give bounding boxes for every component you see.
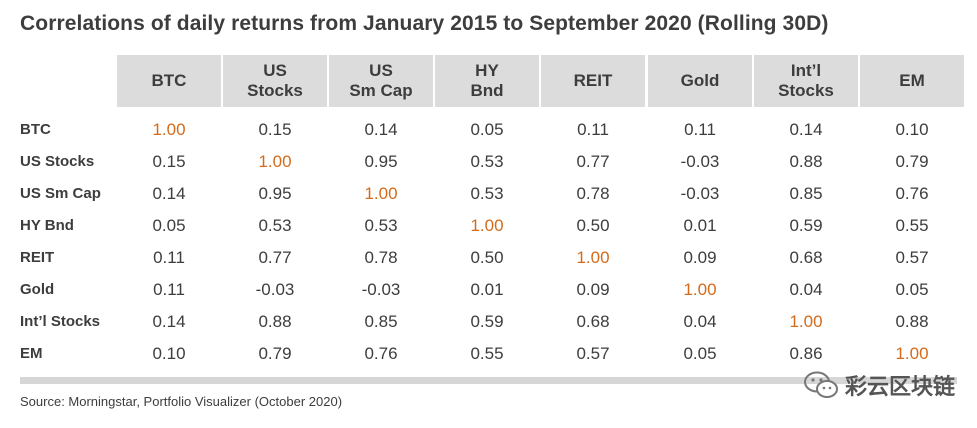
table-cell: 0.04 bbox=[789, 280, 823, 299]
table-cell: 0.53 bbox=[258, 216, 292, 235]
diagonal-cell: 1.00 bbox=[258, 152, 292, 171]
table-cell: 0.01 bbox=[683, 216, 717, 235]
column-header: REIT bbox=[541, 55, 645, 107]
table-cell: 0.57 bbox=[895, 248, 929, 267]
table-cell: 0.53 bbox=[470, 152, 504, 171]
table-cell: 0.10 bbox=[152, 344, 186, 363]
table-cell: 0.53 bbox=[470, 184, 504, 203]
table-cell: 0.05 bbox=[470, 120, 504, 139]
table-cell: 0.68 bbox=[789, 248, 823, 267]
chart-title: Correlations of daily returns from Janua… bbox=[20, 12, 829, 35]
table-cell: -0.03 bbox=[680, 152, 720, 171]
diagonal-cell: 1.00 bbox=[152, 120, 186, 139]
wechat-icon bbox=[803, 371, 838, 398]
table-row: Gold 0.11 -0.03 -0.03 0.01 0.09 1.00 0.04 0.05 bbox=[0, 274, 977, 306]
row-label: Gold bbox=[20, 281, 55, 298]
table-cell: 0.86 bbox=[789, 344, 823, 363]
table-cell: 0.85 bbox=[364, 312, 398, 331]
diagonal-cell: 1.00 bbox=[789, 312, 823, 331]
watermark-text: 彩云区块链 bbox=[844, 374, 955, 399]
diagonal-cell: 1.00 bbox=[895, 344, 929, 363]
table-cell: 0.14 bbox=[789, 120, 823, 139]
table-cell: 0.05 bbox=[895, 280, 929, 299]
table-cell: 0.05 bbox=[152, 216, 186, 235]
table-cell: 0.76 bbox=[364, 344, 398, 363]
table-cell: 0.88 bbox=[789, 152, 823, 171]
column-header: Int’l Stocks bbox=[754, 55, 858, 107]
table-cell: 0.95 bbox=[364, 152, 398, 171]
table-cell: 0.01 bbox=[470, 280, 504, 299]
table-cell: 0.57 bbox=[576, 344, 610, 363]
table-cell: -0.03 bbox=[680, 184, 720, 203]
diagonal-cell: 1.00 bbox=[364, 184, 398, 203]
table-cell: 0.09 bbox=[576, 280, 610, 299]
table-cell: 0.79 bbox=[895, 152, 929, 171]
row-label: US Stocks bbox=[20, 153, 95, 170]
column-header: Gold bbox=[648, 55, 752, 107]
table-cell: 0.55 bbox=[895, 216, 929, 235]
table-cell: -0.03 bbox=[255, 280, 295, 299]
row-label: HY Bnd bbox=[20, 217, 74, 234]
table-cell: 0.14 bbox=[152, 184, 186, 203]
column-header: HY Bnd bbox=[435, 55, 539, 107]
table-cell: 0.77 bbox=[576, 152, 610, 171]
table-cell: 0.11 bbox=[577, 120, 609, 139]
row-label: REIT bbox=[20, 249, 55, 266]
table-cell: 0.79 bbox=[258, 344, 292, 363]
table-row: EM 0.10 0.79 0.76 0.55 0.57 0.05 0.86 1.00 bbox=[0, 338, 977, 370]
column-header: US Stocks bbox=[223, 55, 327, 107]
column-header: EM bbox=[860, 55, 964, 107]
table-cell: -0.03 bbox=[361, 280, 401, 299]
table-row: US Sm Cap 0.14 0.95 1.00 0.53 0.78 -0.03 0.85 0.… bbox=[0, 178, 977, 210]
bottom-rule bbox=[20, 377, 957, 384]
table-cell: 0.15 bbox=[258, 120, 292, 139]
table-header: BTC US Stocks US Sm Cap HY Bnd REIT Gold Int’l… bbox=[0, 55, 977, 107]
table-cell: 0.78 bbox=[576, 184, 610, 203]
watermark: 彩云区块链 bbox=[803, 365, 955, 405]
column-header: BTC bbox=[117, 55, 221, 107]
table-cell: 0.04 bbox=[683, 312, 717, 331]
table-row: Int’l Stocks 0.14 0.88 0.85 0.59 0.68 0.04 1.00… bbox=[0, 306, 977, 338]
table-cell: 0.14 bbox=[364, 120, 398, 139]
diagonal-cell: 1.00 bbox=[576, 248, 610, 267]
row-label: US Sm Cap bbox=[20, 185, 101, 202]
table-cell: 0.14 bbox=[152, 312, 186, 331]
table-cell: 0.88 bbox=[258, 312, 292, 331]
table-cell: 0.55 bbox=[470, 344, 504, 363]
table-cell: 0.53 bbox=[364, 216, 398, 235]
table-cell: 0.59 bbox=[789, 216, 823, 235]
table-cell: 0.78 bbox=[364, 248, 398, 267]
table-row: BTC 1.00 0.15 0.14 0.05 0.11 0.11 0.14 0.10 bbox=[0, 114, 977, 146]
table-cell: 0.77 bbox=[258, 248, 292, 267]
column-header: US Sm Cap bbox=[329, 55, 433, 107]
table-cell: 0.59 bbox=[470, 312, 504, 331]
table-cell: 0.11 bbox=[153, 248, 185, 267]
table-cell: 0.68 bbox=[576, 312, 610, 331]
table-cell: 0.10 bbox=[895, 120, 929, 139]
table-cell: 0.15 bbox=[152, 152, 186, 171]
diagonal-cell: 1.00 bbox=[470, 216, 504, 235]
table-cell: 0.09 bbox=[683, 248, 717, 267]
table-cell: 0.11 bbox=[684, 120, 716, 139]
table-cell: 0.11 bbox=[153, 280, 185, 299]
table-row: REIT 0.11 0.77 0.78 0.50 1.00 0.09 0.68 0.57 bbox=[0, 242, 977, 274]
row-label: BTC bbox=[20, 121, 51, 138]
table-cell: 0.50 bbox=[470, 248, 504, 267]
diagonal-cell: 1.00 bbox=[683, 280, 717, 299]
table-row: HY Bnd 0.05 0.53 0.53 1.00 0.50 0.01 0.59 0.55 bbox=[0, 210, 977, 242]
source-note: Source: Morningstar, Portfolio Visualize… bbox=[20, 394, 343, 409]
row-label: Int’l Stocks bbox=[20, 313, 101, 330]
table-cell: 0.85 bbox=[789, 184, 823, 203]
table-row: US Stocks 0.15 1.00 0.95 0.53 0.77 -0.03 0.88 0.… bbox=[0, 146, 977, 178]
table-cell: 0.88 bbox=[895, 312, 929, 331]
table-cell: 0.76 bbox=[895, 184, 929, 203]
row-label: EM bbox=[20, 345, 43, 362]
table-cell: 0.50 bbox=[576, 216, 610, 235]
table-cell: 0.05 bbox=[683, 344, 717, 363]
table-cell: 0.95 bbox=[258, 184, 292, 203]
